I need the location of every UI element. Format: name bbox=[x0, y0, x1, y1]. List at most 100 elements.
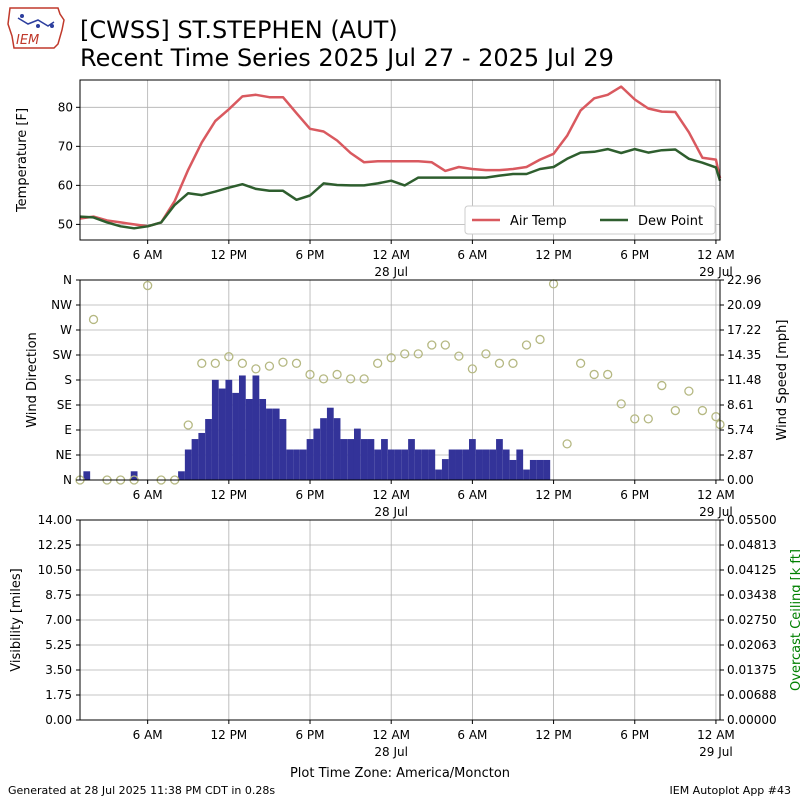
speed-bar bbox=[340, 439, 348, 480]
speed-bar bbox=[347, 439, 354, 480]
footer-app: IEM Autoplot App #43 bbox=[669, 784, 792, 797]
visibility-tick-label: 14.00 bbox=[38, 513, 72, 527]
ceiling-ticks: 0.00000 0.00688 0.01375 0.02063 0.02750 0.034… bbox=[720, 513, 777, 727]
x-tick-label: 6 AM bbox=[457, 728, 487, 742]
speed-tick-label: 14.35 bbox=[727, 348, 761, 362]
speed-bar bbox=[238, 375, 246, 480]
speed-bar bbox=[191, 439, 199, 480]
visibility-xticks: 6 AM 12 PM 6 PM 12 AM 28 Jul 6 AM 12 PM 6 PM 12 … bbox=[133, 720, 735, 759]
direction-point bbox=[197, 358, 207, 368]
x-tick-label: 12 AM bbox=[697, 248, 735, 262]
speed-bar bbox=[279, 419, 287, 480]
visibility-tick-label: 5.25 bbox=[45, 638, 72, 652]
wind-speed-ylabel: Wind Speed [mph] bbox=[775, 320, 790, 441]
visibility-tick-label: 8.75 bbox=[45, 588, 72, 602]
direction-tick-label: W bbox=[60, 323, 72, 337]
direction-point bbox=[224, 352, 234, 362]
speed-bar bbox=[293, 449, 300, 480]
speed-bar bbox=[516, 449, 524, 480]
direction-point bbox=[332, 369, 342, 380]
speed-bar bbox=[266, 408, 273, 480]
speed-tick-label: 20.09 bbox=[727, 298, 761, 312]
wind-direction-ylabel: Wind Direction bbox=[25, 332, 40, 428]
speed-bar bbox=[435, 469, 442, 480]
iem-logo: IEM bbox=[7, 7, 65, 49]
direction-point bbox=[454, 351, 464, 361]
speed-bar bbox=[313, 428, 321, 480]
x-tick-date-label: 28 Jul bbox=[374, 745, 408, 759]
direction-point bbox=[345, 374, 356, 384]
legend-box bbox=[464, 205, 716, 235]
direction-point bbox=[400, 349, 410, 359]
speed-bar bbox=[455, 449, 463, 480]
direction-point bbox=[278, 357, 288, 367]
direction-point bbox=[440, 340, 450, 350]
speed-bar bbox=[360, 439, 368, 480]
speed-bar bbox=[482, 449, 490, 480]
speed-tick-label: 5.74 bbox=[727, 423, 754, 437]
speed-bar bbox=[218, 388, 226, 480]
direction-point bbox=[251, 364, 261, 374]
temperature-yticks: 50 60 70 80 bbox=[58, 100, 80, 231]
direction-tick-label: SW bbox=[53, 348, 73, 362]
x-tick-label: 6 PM bbox=[295, 488, 324, 502]
x-tick-label: 6 AM bbox=[457, 488, 487, 502]
direction-point bbox=[494, 358, 505, 368]
direction-point bbox=[684, 386, 694, 396]
temperature-axes-frame bbox=[79, 79, 721, 241]
direction-point bbox=[143, 280, 153, 291]
x-tick-label: 12 PM bbox=[535, 248, 572, 262]
speed-tick-label: 2.87 bbox=[727, 448, 754, 462]
visibility-grid bbox=[80, 519, 720, 721]
direction-point bbox=[697, 405, 708, 416]
speed-bar bbox=[178, 471, 185, 480]
speed-bar bbox=[320, 418, 327, 480]
speed-bar bbox=[536, 459, 544, 480]
ceiling-tick-label: 0.02750 bbox=[727, 613, 777, 627]
speed-bar bbox=[469, 439, 476, 480]
direction-point bbox=[88, 314, 99, 325]
x-tick-label: 12 PM bbox=[210, 728, 247, 742]
speed-bar bbox=[333, 418, 341, 480]
speed-tick-label: 22.96 bbox=[727, 273, 761, 287]
speed-bar bbox=[448, 449, 456, 480]
speed-bar bbox=[394, 449, 402, 480]
direction-tick-label: SE bbox=[57, 398, 72, 412]
temperature-xticks: 6 AM 12 PM 6 PM 12 AM 28 Jul 6 AM 12 PM 6 PM 12 … bbox=[133, 240, 735, 279]
x-tick-label: 12 AM bbox=[372, 488, 410, 502]
speed-bar bbox=[252, 375, 260, 480]
direction-tick-label: N bbox=[63, 273, 72, 287]
direction-point bbox=[291, 358, 302, 368]
speed-bar bbox=[475, 449, 483, 480]
ceiling-tick-label: 0.04813 bbox=[727, 538, 777, 552]
visibility-panel: 0.001.753.505.257.008.7510.5012.2514.00 … bbox=[9, 513, 800, 781]
direction-point bbox=[183, 420, 193, 430]
y-tick-label: 70 bbox=[58, 139, 73, 153]
visibility-tick-label: 12.25 bbox=[38, 538, 72, 552]
x-tick-date-label: 28 Jul bbox=[374, 505, 408, 519]
x-tick-date-label: 28 Jul bbox=[374, 265, 408, 279]
direction-point bbox=[359, 374, 369, 384]
direction-point bbox=[481, 349, 491, 359]
x-tick-date-label: 29 Jul bbox=[699, 505, 733, 519]
speed-bar bbox=[353, 428, 361, 480]
x-tick-label: 6 AM bbox=[133, 728, 163, 742]
x-tick-label: 12 PM bbox=[535, 488, 572, 502]
direction-tick-label: S bbox=[64, 373, 72, 387]
temperature-ylabel: Temperature [F] bbox=[15, 108, 30, 213]
visibility-tick-label: 1.75 bbox=[45, 688, 72, 702]
speed-bar bbox=[205, 419, 212, 480]
direction-point bbox=[643, 414, 653, 424]
direction-point bbox=[521, 340, 532, 350]
legend-air-temp-label: Air Temp bbox=[510, 214, 567, 229]
direction-tick-label: N bbox=[63, 473, 72, 487]
x-tick-label: 12 AM bbox=[372, 728, 410, 742]
x-tick-label: 12 AM bbox=[372, 248, 410, 262]
dew-point-line bbox=[79, 147, 722, 230]
speed-bar bbox=[367, 439, 375, 480]
speed-bar bbox=[496, 439, 503, 480]
direction-point bbox=[210, 358, 220, 368]
speed-bar bbox=[245, 398, 253, 480]
direction-point bbox=[318, 374, 329, 384]
direction-point bbox=[670, 405, 680, 416]
